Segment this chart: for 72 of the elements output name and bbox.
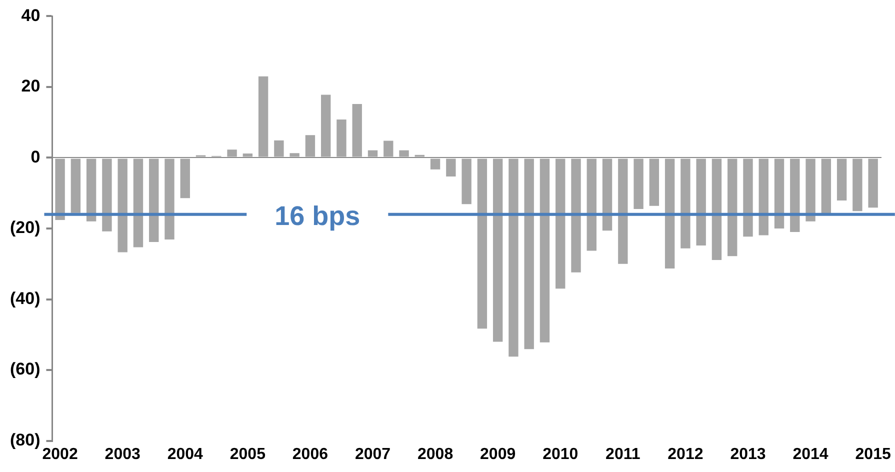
x-tick-label: 2008 [417, 446, 454, 463]
y-tick-label: 40 [21, 6, 40, 25]
bar [446, 158, 456, 176]
bar [571, 158, 581, 272]
bar [149, 158, 159, 242]
bar [743, 158, 753, 237]
x-tick-label: 2009 [480, 446, 516, 463]
bar [384, 140, 394, 157]
bar [430, 158, 440, 170]
x-tick-label: 2013 [730, 446, 766, 463]
bar [242, 153, 253, 157]
x-tick-label: 2012 [668, 446, 704, 463]
bar [836, 158, 847, 201]
y-tick-label: (20) [10, 218, 40, 238]
x-tick-label: 2006 [292, 446, 328, 463]
y-tick-label: (60) [10, 360, 40, 379]
bar [540, 158, 550, 342]
bar [868, 158, 878, 208]
bar [492, 158, 503, 342]
bar [336, 120, 346, 157]
x-tick-label: 2011 [606, 446, 640, 463]
bar [790, 158, 800, 232]
bar [680, 158, 690, 248]
bar [164, 158, 174, 240]
bar [852, 158, 862, 212]
bar [368, 150, 378, 157]
y-tick-label: 0 [30, 147, 40, 166]
bar [774, 158, 784, 228]
bar [180, 158, 190, 198]
bar [352, 104, 362, 157]
bar [618, 158, 628, 264]
bar [86, 158, 96, 222]
bar [664, 158, 675, 268]
bar [274, 140, 284, 157]
bar [118, 158, 128, 252]
bar [102, 158, 112, 232]
bar [462, 158, 472, 204]
bar [649, 158, 660, 206]
bar [696, 158, 706, 246]
bar [399, 150, 409, 157]
y-tick-label: (80) [10, 430, 40, 450]
x-tick-label: 2002 [42, 446, 78, 463]
x-tick-label: 2004 [167, 446, 204, 463]
ref-line-label: 16 bps [274, 200, 360, 231]
bar [305, 135, 316, 157]
x-tick-label: 2007 [354, 446, 391, 463]
bar [133, 158, 144, 248]
bar [290, 153, 300, 157]
bar [712, 158, 722, 260]
bar [508, 158, 518, 357]
bar [477, 158, 488, 329]
bar [586, 158, 596, 251]
bar [556, 158, 566, 289]
bar [258, 76, 268, 157]
x-tick-label: 2005 [230, 446, 266, 463]
bar [70, 158, 81, 213]
bar [758, 158, 768, 236]
bar [728, 158, 738, 256]
bar [55, 158, 65, 220]
y-tick-label: (40) [10, 288, 40, 308]
bar [634, 158, 644, 210]
x-tick-label: 2014 [792, 446, 828, 463]
bar [602, 158, 612, 231]
bar [321, 94, 331, 157]
y-tick-label: 20 [21, 76, 40, 96]
bar [227, 150, 237, 157]
x-tick-label: 2003 [104, 446, 140, 463]
bar [806, 158, 816, 222]
bar [821, 158, 832, 214]
bar [524, 158, 534, 350]
x-tick-label: 2010 [542, 446, 578, 463]
x-tick-label: 2015 [855, 446, 891, 463]
